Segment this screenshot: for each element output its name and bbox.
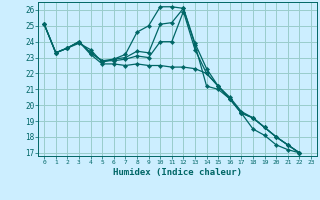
X-axis label: Humidex (Indice chaleur): Humidex (Indice chaleur) [113, 168, 242, 177]
